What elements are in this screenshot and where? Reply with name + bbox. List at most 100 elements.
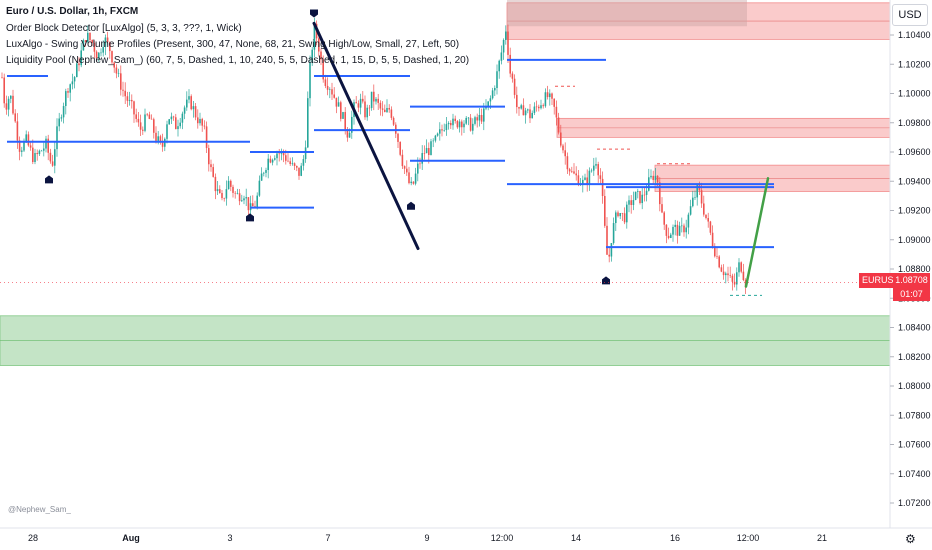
candle-body — [714, 246, 716, 257]
candle-body — [344, 112, 346, 130]
candle-body — [544, 92, 547, 107]
candle-body — [25, 134, 27, 141]
price-tick-label: 1.09200 — [898, 206, 931, 216]
candle-body — [447, 123, 450, 125]
candle-body — [329, 89, 331, 90]
time-tick-label: 16 — [670, 533, 680, 543]
candle-body — [359, 98, 362, 108]
price-tick-label: 1.07200 — [898, 498, 931, 508]
candle-body — [432, 140, 434, 142]
candle-body — [665, 224, 668, 236]
candle-body — [1, 77, 3, 79]
candle-body — [656, 175, 659, 183]
candle-body — [511, 73, 514, 79]
price-tick-label: 1.08200 — [898, 352, 931, 362]
candle-body — [304, 147, 307, 160]
candle-body — [227, 180, 230, 190]
candle-body — [282, 151, 285, 156]
candle-body — [518, 107, 520, 109]
time-axis[interactable]: 28 Aug 3 7 9 12:00 14 16 12:00 21 — [28, 533, 827, 543]
projection-line — [744, 177, 770, 288]
time-tick-label: 28 — [28, 533, 38, 543]
candle-body — [421, 153, 423, 164]
legend-swing-volume[interactable]: LuxAlgo - Swing Volume Profiles (Present… — [6, 39, 460, 50]
gear-icon[interactable]: ⚙ — [905, 532, 916, 546]
candle-body — [260, 173, 263, 181]
watermark: @Nephew_Sam_ — [8, 505, 71, 514]
candle-body — [588, 170, 591, 184]
currency-button[interactable]: USD — [892, 4, 928, 26]
candle-body — [634, 191, 637, 201]
candle-body — [694, 197, 696, 199]
candle-body — [258, 180, 261, 196]
candle-body — [461, 121, 463, 128]
candle-body — [263, 172, 265, 174]
candle-body — [21, 150, 23, 152]
candle-body — [296, 165, 298, 168]
candle-body — [221, 193, 223, 199]
candle-body — [289, 161, 291, 165]
candle-body — [16, 121, 19, 141]
time-tick-label: 14 — [571, 533, 581, 543]
candle-body — [498, 60, 500, 72]
candle-body — [568, 169, 571, 172]
candle-body — [571, 171, 573, 172]
candle-body — [91, 39, 93, 43]
candle-body — [293, 163, 296, 166]
candle-body — [716, 256, 718, 257]
candle-body — [731, 275, 734, 282]
candle-body — [364, 101, 366, 118]
candle-body — [615, 212, 617, 224]
price-tick-label: 1.09000 — [898, 235, 931, 245]
candle-body — [210, 164, 212, 168]
candle-body — [406, 168, 408, 173]
candle-body — [425, 148, 428, 154]
candle-body — [245, 197, 247, 199]
candle-body — [667, 235, 670, 239]
candle-body — [463, 123, 465, 128]
candle-body — [681, 225, 683, 227]
candle-body — [489, 98, 492, 102]
candle-body — [423, 153, 426, 154]
candle-body — [300, 165, 302, 176]
candle-body — [709, 221, 712, 233]
candle-body — [93, 42, 96, 52]
candle-body — [742, 271, 745, 281]
price-tick-label: 1.07400 — [898, 469, 931, 479]
candle-body — [661, 204, 663, 213]
candle-body — [491, 90, 494, 99]
candle-body — [298, 167, 300, 176]
candle-body — [234, 192, 236, 194]
candle-body — [192, 106, 195, 110]
candle-body — [458, 121, 461, 128]
candle-body — [703, 203, 705, 215]
candle-body — [177, 126, 179, 130]
candle-body — [645, 190, 648, 195]
legend-liquidity-pool[interactable]: Liquidity Pool (Nephew_Sam_) (60, 7, 5, … — [6, 55, 470, 66]
candle-body — [738, 262, 740, 273]
candle-body — [34, 153, 36, 162]
candle-body — [505, 31, 507, 40]
candle-body — [494, 87, 496, 91]
candle-body — [434, 135, 437, 141]
candle-body — [241, 200, 243, 202]
candle-body — [340, 102, 342, 119]
candle-body — [555, 106, 558, 118]
candle-body — [557, 117, 560, 133]
candle-body — [311, 49, 313, 63]
supply-zone-core — [507, 0, 747, 27]
candle-body — [285, 155, 287, 161]
time-tick-label: 3 — [227, 533, 232, 543]
candle-body — [60, 117, 63, 119]
candle-body — [324, 79, 327, 86]
candle-body — [630, 200, 632, 205]
candle-body — [617, 212, 619, 217]
candle-body — [168, 119, 170, 125]
legend-order-block[interactable]: Order Block Detector [LuxAlgo] (5, 3, 3,… — [6, 23, 242, 34]
candle-body — [38, 150, 41, 155]
candle-body — [386, 107, 388, 113]
candle-body — [456, 121, 459, 128]
candle-body — [309, 62, 311, 99]
